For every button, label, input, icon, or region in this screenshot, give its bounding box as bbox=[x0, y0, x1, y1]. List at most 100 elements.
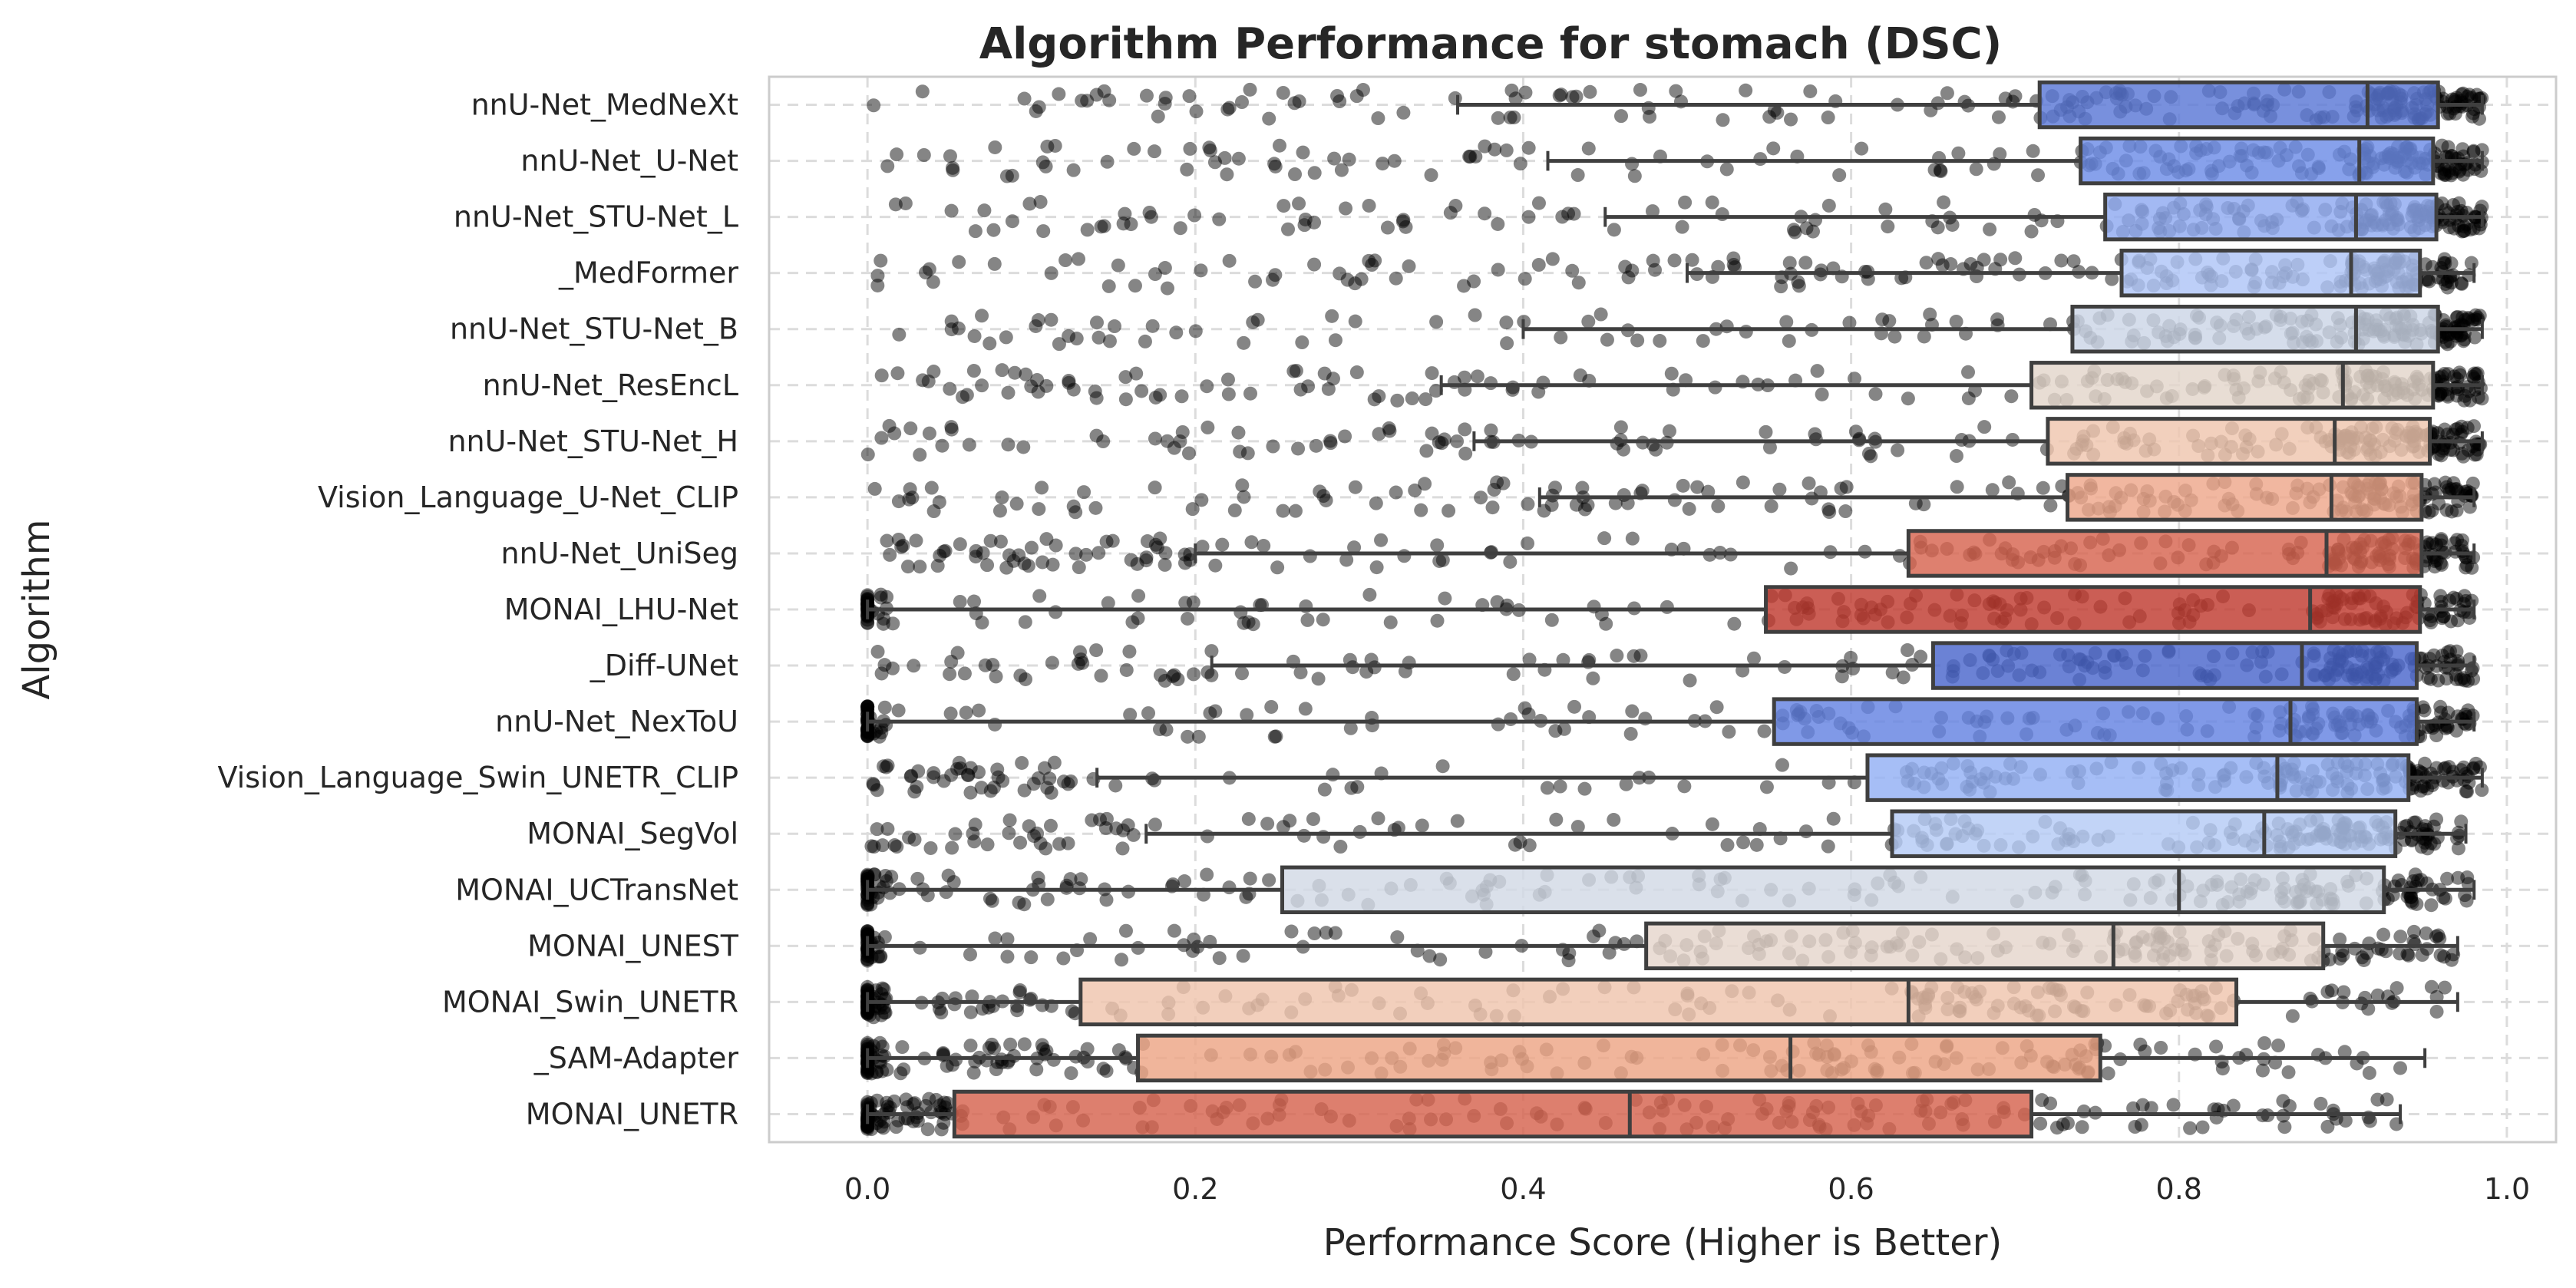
data-point bbox=[2257, 1036, 2272, 1051]
data-point bbox=[1080, 223, 1095, 237]
data-point bbox=[1513, 157, 1527, 171]
data-point bbox=[1338, 429, 1352, 444]
data-point bbox=[1708, 380, 1722, 395]
data-point bbox=[860, 1006, 875, 1021]
data-point bbox=[1268, 159, 1283, 173]
data-point bbox=[860, 1119, 875, 1134]
data-point bbox=[1382, 424, 1397, 438]
data-point bbox=[1669, 84, 1683, 98]
data-point bbox=[1349, 365, 1364, 380]
data-point bbox=[2440, 327, 2455, 342]
data-point bbox=[1664, 366, 1679, 381]
data-point bbox=[880, 1095, 894, 1110]
data-point bbox=[2438, 980, 2452, 995]
data-point bbox=[2036, 481, 2050, 495]
data-point bbox=[860, 699, 875, 714]
data-point bbox=[1307, 166, 1322, 180]
data-point bbox=[980, 558, 995, 573]
data-point bbox=[1089, 643, 1104, 658]
data-point bbox=[1405, 391, 1419, 406]
y-tick-label: nnU-Net_NexToU bbox=[495, 705, 738, 738]
data-point bbox=[1821, 502, 1836, 517]
data-point bbox=[1319, 926, 1333, 940]
x-axis-label: Performance Score (Higher is Better) bbox=[1323, 1221, 2002, 1264]
data-point bbox=[1369, 560, 1384, 575]
data-point bbox=[932, 1002, 946, 1016]
data-point bbox=[1316, 613, 1330, 627]
data-point bbox=[1945, 217, 1960, 232]
data-point bbox=[1123, 708, 1138, 722]
data-point bbox=[2458, 673, 2472, 688]
data-point bbox=[2459, 893, 2474, 908]
data-point bbox=[2465, 109, 2480, 124]
data-point bbox=[1013, 835, 1028, 850]
data-point bbox=[1500, 336, 1514, 351]
data-point bbox=[2376, 927, 2391, 942]
data-point bbox=[2419, 926, 2433, 940]
data-point bbox=[1522, 838, 1537, 853]
data-point bbox=[860, 870, 875, 884]
data-point bbox=[2336, 948, 2350, 963]
data-point bbox=[1478, 139, 1492, 154]
data-point bbox=[922, 1091, 936, 1106]
data-point bbox=[2442, 644, 2457, 659]
data-point bbox=[1667, 253, 1682, 268]
data-point bbox=[1174, 389, 1189, 404]
data-point bbox=[1088, 384, 1102, 398]
data-point bbox=[1683, 673, 1697, 688]
data-point bbox=[1570, 168, 1585, 183]
data-point bbox=[2438, 891, 2452, 906]
data-point bbox=[1371, 811, 1385, 826]
data-point bbox=[2442, 593, 2457, 608]
data-point bbox=[989, 1062, 1003, 1077]
data-point bbox=[2427, 477, 2442, 491]
data-point bbox=[1330, 88, 1345, 103]
data-point bbox=[1457, 370, 1471, 385]
data-point bbox=[2436, 256, 2451, 270]
data-point bbox=[894, 540, 909, 554]
data-point bbox=[1222, 101, 1237, 115]
data-point bbox=[1220, 102, 1235, 117]
data-point bbox=[1039, 378, 1054, 393]
data-point bbox=[1757, 724, 1772, 738]
data-point bbox=[1521, 140, 1536, 155]
data-point bbox=[1826, 811, 1841, 826]
data-point bbox=[900, 1100, 914, 1115]
data-point bbox=[860, 926, 875, 941]
data-point bbox=[1521, 497, 1535, 511]
data-point bbox=[2469, 88, 2484, 102]
data-point bbox=[983, 891, 997, 906]
data-point bbox=[2322, 953, 2337, 967]
data-point bbox=[2439, 276, 2453, 291]
data-point bbox=[1181, 611, 1195, 626]
data-point bbox=[2460, 870, 2475, 885]
data-point bbox=[915, 84, 930, 99]
data-point bbox=[1056, 774, 1071, 789]
data-point bbox=[860, 1006, 875, 1020]
data-point bbox=[2425, 504, 2439, 518]
data-point bbox=[2433, 948, 2448, 963]
data-point bbox=[2455, 224, 2469, 239]
data-point bbox=[1328, 333, 1342, 348]
data-point bbox=[1191, 729, 1206, 744]
data-point bbox=[1148, 817, 1162, 832]
data-point bbox=[878, 868, 893, 883]
data-point bbox=[860, 927, 875, 942]
data-point bbox=[1166, 669, 1181, 684]
data-point bbox=[1762, 440, 1777, 454]
data-point bbox=[869, 724, 883, 738]
data-point bbox=[1944, 257, 1958, 272]
data-point bbox=[1340, 272, 1355, 287]
data-point bbox=[2452, 163, 2467, 177]
data-point bbox=[1309, 438, 1323, 453]
data-point bbox=[1017, 783, 1032, 798]
data-point bbox=[1993, 147, 2007, 161]
data-point bbox=[1770, 105, 1785, 120]
data-point bbox=[2426, 648, 2441, 662]
data-point bbox=[1414, 503, 1428, 517]
data-point bbox=[1276, 85, 1290, 100]
data-point bbox=[2422, 274, 2436, 289]
y-tick-label: nnU-Net_U-Net bbox=[520, 144, 738, 178]
data-point bbox=[2455, 424, 2470, 439]
data-point bbox=[1231, 151, 1246, 166]
